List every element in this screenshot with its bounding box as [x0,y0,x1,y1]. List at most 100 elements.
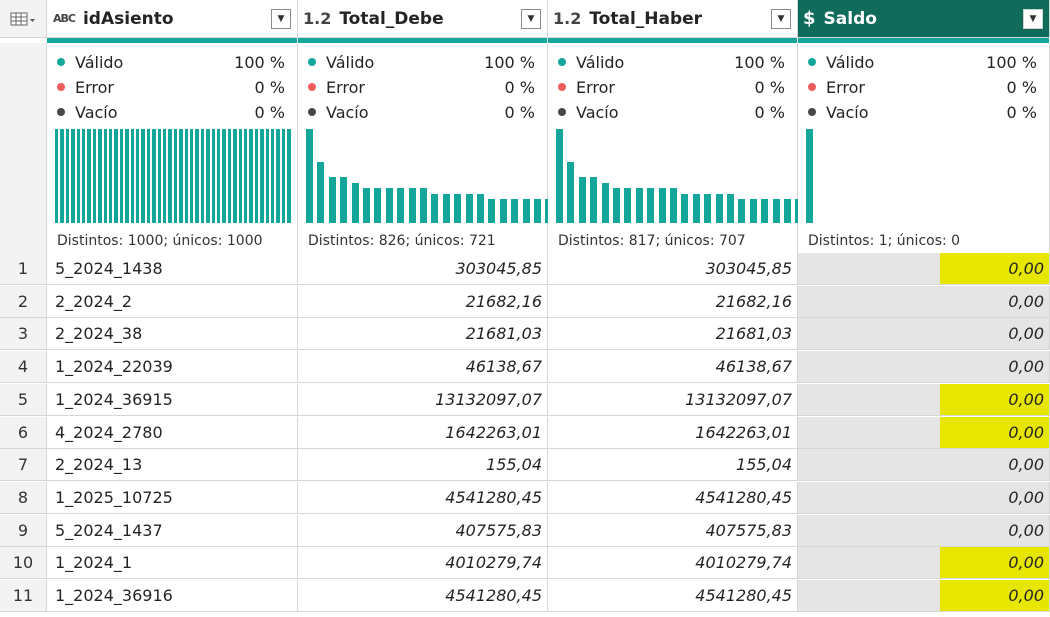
cell-total-debe[interactable]: 303045,85 [298,253,548,285]
cell-total-haber[interactable]: 21682,16 [548,285,798,318]
cell-saldo[interactable]: 0,00 [798,351,1050,384]
cell-total-debe[interactable]: 407575,83 [298,514,548,547]
column-header-saldo[interactable]: $ Saldo ▼ [798,0,1050,38]
distribution-bar [511,199,519,223]
distribution-bar [281,129,286,223]
cell-idasiento[interactable]: 5_2024_1437 [47,514,298,547]
cell-total-haber[interactable]: 1642263,01 [548,416,798,449]
cell-total-haber[interactable]: 407575,83 [548,514,798,547]
cell-total-debe[interactable]: 4010279,74 [298,547,548,580]
table-menu-button[interactable] [0,0,47,38]
distribution-bar [613,188,620,223]
cell-idasiento[interactable]: 1_2024_36915 [47,383,298,416]
cell-idasiento[interactable]: 1_2025_10725 [47,481,298,514]
cell-total-debe[interactable]: 4541280,45 [298,481,548,514]
column-type-icon[interactable]: $ [803,8,816,29]
row-number[interactable]: 5 [0,383,47,416]
quality-error-row: Error 0 % [558,76,785,98]
valid-dot-icon [308,58,316,66]
cell-total-debe[interactable]: 13132097,07 [298,383,548,416]
cell-saldo[interactable]: 0,00 [798,547,1050,580]
cell-idasiento[interactable]: 1_2024_1 [47,547,298,580]
quality-valid-percent: 100 % [484,52,535,72]
cell-idasiento[interactable]: 2_2024_13 [47,449,298,482]
column-header-idasiento[interactable]: ABC idAsiento ▼ [47,0,298,38]
cell-total-haber[interactable]: 4541280,45 [548,481,798,514]
row-number[interactable]: 2 [0,285,47,318]
cell-total-haber[interactable]: 46138,67 [548,351,798,384]
distribution-bar [130,129,134,223]
cell-idasiento[interactable]: 4_2024_2780 [47,416,298,449]
distribution-bar [141,129,145,223]
cell-idasiento[interactable]: 1_2024_36916 [47,580,298,612]
cell-total-haber[interactable]: 155,04 [548,449,798,482]
row-number[interactable]: 1 [0,253,47,285]
table-row: 6 4_2024_2780 1642263,01 1642263,01 0,00 [0,416,1050,449]
cell-idasiento[interactable]: 2_2024_2 [47,285,298,318]
cell-total-debe[interactable]: 21682,16 [298,285,548,318]
column-profile: Válido 100 % Error 0 % Vacío 0 % Distintos: 1;… [798,43,1050,253]
cell-saldo[interactable]: 0,00 [798,481,1050,514]
distribution-bar [715,194,723,223]
cell-saldo[interactable]: 0,00 [798,253,1050,285]
distribution-bar [184,129,188,223]
row-number[interactable]: 10 [0,547,47,580]
row-number[interactable]: 4 [0,351,47,384]
row-number[interactable]: 8 [0,481,47,514]
cell-total-haber[interactable]: 303045,85 [548,253,798,285]
cell-saldo[interactable]: 0,00 [798,383,1050,416]
distribution-bar [761,199,769,223]
row-number[interactable]: 6 [0,416,47,449]
cell-total-debe[interactable]: 4541280,45 [298,580,548,612]
column-header-total-debe[interactable]: 1.2 Total_Debe ▼ [298,0,548,38]
cell-total-haber[interactable]: 4010279,74 [548,547,798,580]
cell-total-debe[interactable]: 1642263,01 [298,416,548,449]
cell-saldo[interactable]: 0,00 [798,285,1050,318]
cell-saldo[interactable]: 0,00 [798,416,1050,449]
cell-idasiento[interactable]: 2_2024_38 [47,318,298,351]
valid-dot-icon [808,58,816,66]
cell-saldo[interactable]: 0,00 [798,318,1050,351]
quality-valid-label: Válido [826,52,875,72]
cell-total-debe[interactable]: 46138,67 [298,351,548,384]
distribution-bar [738,199,746,223]
column-type-icon[interactable]: 1.2 [553,9,582,28]
cell-total-haber[interactable]: 21681,03 [548,318,798,351]
empty-dot-icon [808,108,816,116]
row-number[interactable]: 9 [0,514,47,547]
column-filter-dropdown-button[interactable]: ▼ [521,9,541,29]
distribution-bar [190,129,194,223]
column-type-icon[interactable]: 1.2 [303,9,332,28]
cell-idasiento[interactable]: 1_2024_22039 [47,351,298,384]
quality-empty-row: Vacío 0 % [558,101,785,123]
column-filter-dropdown-button[interactable]: ▼ [771,9,791,29]
cell-total-debe[interactable]: 155,04 [298,449,548,482]
distribution-bar [749,199,757,223]
column-filter-dropdown-button[interactable]: ▼ [1023,9,1043,29]
cell-saldo[interactable]: 0,00 [798,449,1050,482]
quality-error-label: Error [326,77,365,97]
cell-saldo[interactable]: 0,00 [798,580,1050,612]
column-filter-dropdown-button[interactable]: ▼ [271,9,291,29]
column-type-icon[interactable]: ABC [53,12,76,25]
distribution-bar [806,129,813,223]
distribution-bar [244,129,248,223]
row-number[interactable]: 3 [0,318,47,351]
distribution-bar [168,129,172,223]
row-number[interactable]: 7 [0,449,47,482]
column-header-total-haber[interactable]: 1.2 Total_Haber ▼ [548,0,798,38]
distribution-bar [477,194,484,223]
distribution-bar [233,129,237,223]
distribution-bar [522,199,530,223]
cell-idasiento[interactable]: 5_2024_1438 [47,253,298,285]
row-number[interactable]: 11 [0,580,47,612]
distribution-bar [681,194,689,223]
cell-total-haber[interactable]: 4541280,45 [548,580,798,612]
distribution-bar [727,194,734,223]
cell-saldo[interactable]: 0,00 [798,514,1050,547]
distribution-bar [92,129,97,223]
cell-total-haber[interactable]: 13132097,07 [548,383,798,416]
quality-valid-percent: 100 % [234,52,285,72]
cell-total-debe[interactable]: 21681,03 [298,318,548,351]
cell-saldo-value: 0,00 [1008,520,1044,540]
